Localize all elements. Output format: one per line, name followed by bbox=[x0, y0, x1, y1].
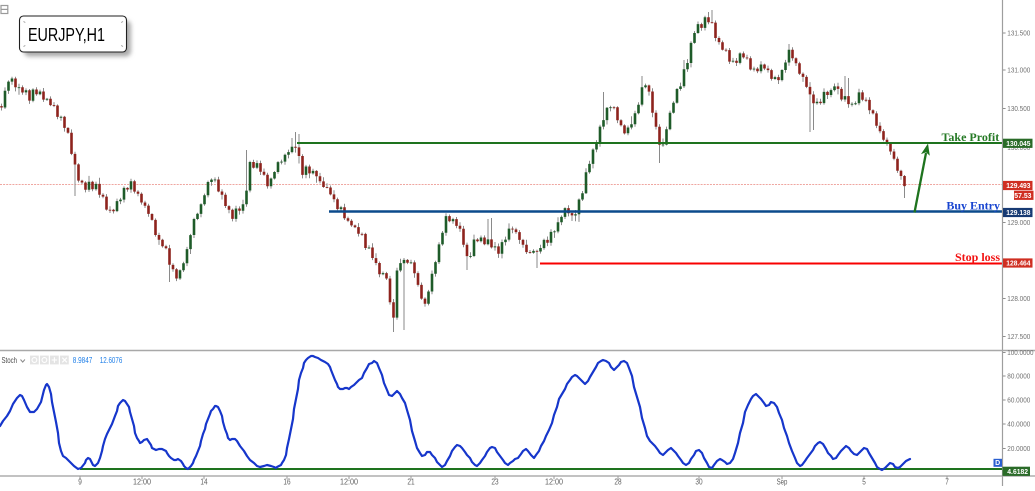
svg-text:127.500: 127.500 bbox=[1007, 332, 1030, 341]
svg-text:23: 23 bbox=[491, 477, 498, 486]
svg-text:EURJPY,H1: EURJPY,H1 bbox=[28, 25, 105, 45]
svg-text:128.000: 128.000 bbox=[1007, 294, 1030, 303]
svg-text:80.0000: 80.0000 bbox=[1007, 372, 1030, 381]
svg-text:129.000: 129.000 bbox=[1007, 218, 1030, 227]
svg-text:D: D bbox=[995, 460, 1000, 467]
svg-text:4.6182: 4.6182 bbox=[1007, 467, 1028, 476]
svg-text:57.53: 57.53 bbox=[1014, 191, 1031, 200]
svg-text:14: 14 bbox=[200, 477, 208, 486]
svg-text:Stop loss: Stop loss bbox=[955, 250, 1000, 264]
svg-text:Take Profit: Take Profit bbox=[942, 130, 1000, 144]
svg-text:12:00: 12:00 bbox=[340, 477, 359, 486]
svg-text:Stoch: Stoch bbox=[2, 355, 18, 365]
svg-text:130.045: 130.045 bbox=[1006, 139, 1030, 148]
svg-text:7: 7 bbox=[945, 477, 949, 486]
svg-text:12:00: 12:00 bbox=[133, 477, 152, 486]
svg-text:20.0000: 20.0000 bbox=[1007, 444, 1030, 453]
svg-text:128.464: 128.464 bbox=[1006, 259, 1031, 268]
svg-text:40.0000: 40.0000 bbox=[1007, 420, 1030, 429]
svg-text:Sep: Sep bbox=[777, 477, 788, 486]
svg-text:131.000: 131.000 bbox=[1007, 66, 1030, 75]
svg-text:131.500: 131.500 bbox=[1007, 29, 1030, 38]
svg-text:12.6076: 12.6076 bbox=[100, 355, 123, 365]
svg-text:12:00: 12:00 bbox=[545, 477, 564, 486]
svg-text:129.138: 129.138 bbox=[1006, 208, 1030, 217]
svg-text:28: 28 bbox=[614, 477, 621, 486]
svg-text:8.9847: 8.9847 bbox=[73, 355, 93, 365]
svg-text:5: 5 bbox=[862, 477, 866, 486]
svg-text:100.0000: 100.0000 bbox=[1007, 348, 1033, 357]
svg-text:130.500: 130.500 bbox=[1007, 104, 1030, 113]
svg-text:60.0000: 60.0000 bbox=[1007, 396, 1030, 405]
svg-text:129.493: 129.493 bbox=[1006, 181, 1030, 190]
svg-text:30: 30 bbox=[695, 477, 703, 486]
svg-text:9: 9 bbox=[78, 477, 82, 486]
svg-text:Buy Entry: Buy Entry bbox=[946, 198, 1000, 212]
svg-text:16: 16 bbox=[283, 477, 290, 486]
svg-text:21: 21 bbox=[407, 477, 414, 486]
